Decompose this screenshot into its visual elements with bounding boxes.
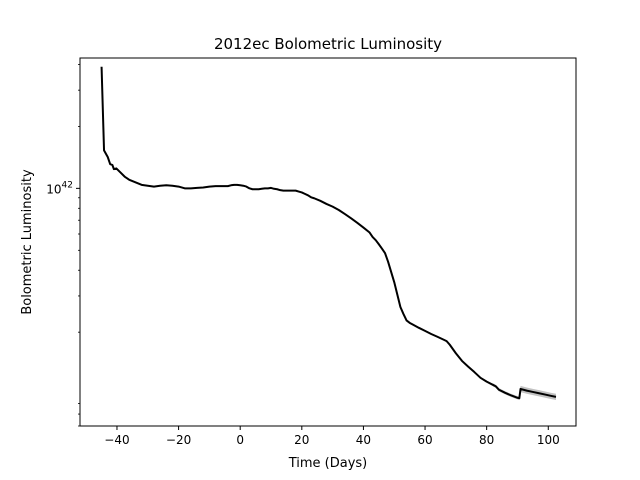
x-tick-label: −20 (166, 433, 191, 447)
x-tick-label: 60 (417, 433, 432, 447)
x-tick-label: 0 (236, 433, 244, 447)
x-tick-label: 80 (479, 433, 494, 447)
x-tick-label: 100 (537, 433, 560, 447)
y-axis-label: Bolometric Luminosity (20, 169, 35, 315)
uncertainty-band (492, 383, 556, 401)
y-tick-label: 1042 (46, 180, 73, 196)
x-tick-label: 40 (356, 433, 371, 447)
chart-title: 2012ec Bolometric Luminosity (214, 35, 442, 53)
x-axis-label: Time (Days) (288, 456, 368, 471)
x-tick-label: −40 (104, 433, 129, 447)
x-tick-label: 20 (294, 433, 309, 447)
luminosity-series-line (100, 66, 557, 400)
plot-frame (79, 57, 577, 427)
